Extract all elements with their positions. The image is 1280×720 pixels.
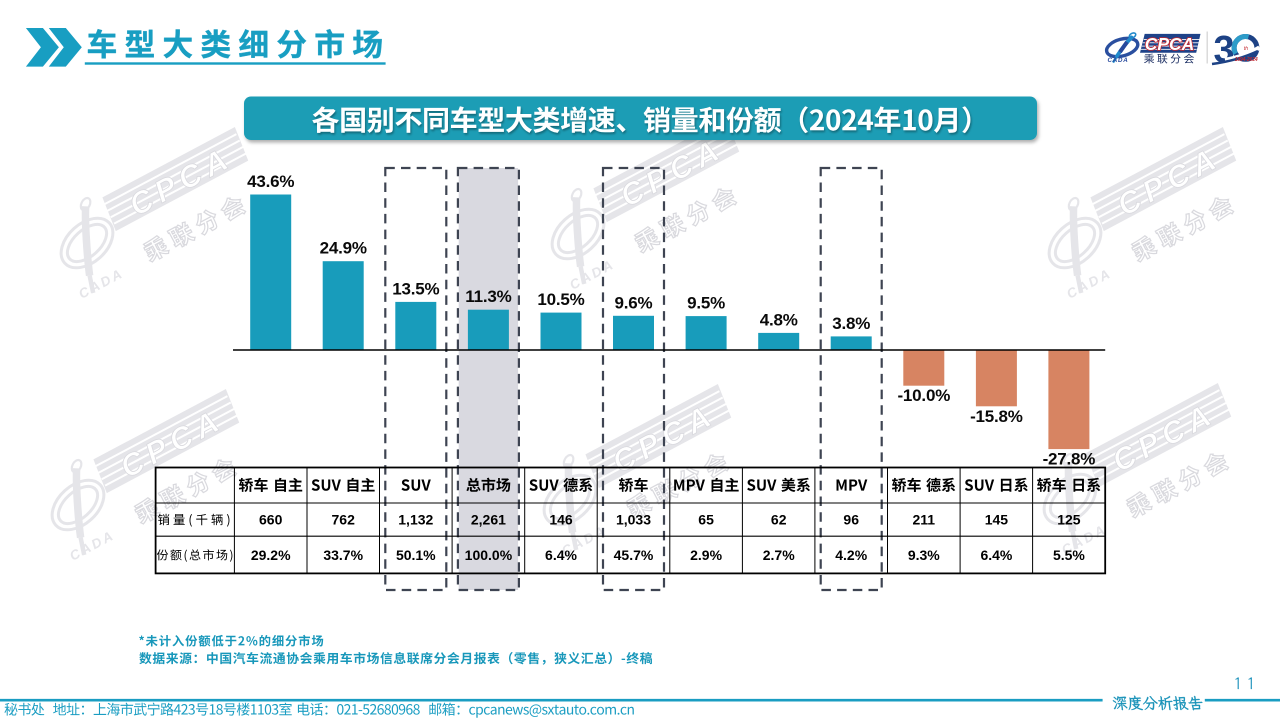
svg-text:4.2%: 4.2%	[835, 547, 867, 563]
svg-text:2.7%: 2.7%	[763, 547, 795, 563]
svg-text:6.4%: 6.4%	[980, 547, 1012, 563]
svg-text:10.5%: 10.5%	[537, 290, 584, 309]
svg-text:1,033: 1,033	[616, 512, 651, 528]
svg-text:33.7%: 33.7%	[323, 547, 363, 563]
svg-text:45.7%: 45.7%	[614, 547, 654, 563]
svg-text:-10.0%: -10.0%	[897, 386, 950, 405]
svg-text:62: 62	[771, 512, 787, 528]
svg-text:-27.8%: -27.8%	[1043, 450, 1096, 469]
svg-text:43.6%: 43.6%	[247, 172, 294, 191]
svg-text:2,261: 2,261	[471, 512, 506, 528]
svg-text:5.5%: 5.5%	[1053, 547, 1085, 563]
svg-text:211: 211	[913, 512, 936, 528]
svg-text:9.6%: 9.6%	[615, 293, 653, 312]
svg-text:1,132: 1,132	[398, 512, 433, 528]
svg-text:660: 660	[259, 512, 283, 528]
svg-text:9.5%: 9.5%	[687, 294, 725, 313]
svg-text:th: th	[1244, 46, 1248, 52]
svg-text:24.9%: 24.9%	[320, 239, 367, 258]
svg-text:4.8%: 4.8%	[760, 310, 798, 329]
svg-text:762: 762	[332, 512, 356, 528]
svg-text:65: 65	[698, 512, 714, 528]
svg-text:CADA: CADA	[1108, 57, 1129, 64]
svg-text:9.3%: 9.3%	[908, 547, 940, 563]
svg-text:125: 125	[1057, 512, 1081, 528]
svg-text:1994-2024: 1994-2024	[1235, 57, 1259, 63]
svg-text:50.1%: 50.1%	[396, 547, 436, 563]
svg-text:6.4%: 6.4%	[545, 547, 577, 563]
svg-text:13.5%: 13.5%	[392, 279, 439, 298]
svg-text:-15.8%: -15.8%	[970, 407, 1023, 426]
svg-text:96: 96	[843, 512, 859, 528]
svg-text:CPCA: CPCA	[1145, 34, 1195, 54]
svg-text:100.0%: 100.0%	[465, 547, 513, 563]
svg-text:11.3%: 11.3%	[465, 287, 511, 306]
svg-text:2.9%: 2.9%	[690, 547, 722, 563]
svg-text:29.2%: 29.2%	[251, 547, 291, 563]
svg-text:3.8%: 3.8%	[832, 314, 870, 333]
svg-text:145: 145	[985, 512, 1009, 528]
svg-text:146: 146	[549, 512, 573, 528]
svg-text:CPCA: CPCA	[1145, 34, 1195, 54]
